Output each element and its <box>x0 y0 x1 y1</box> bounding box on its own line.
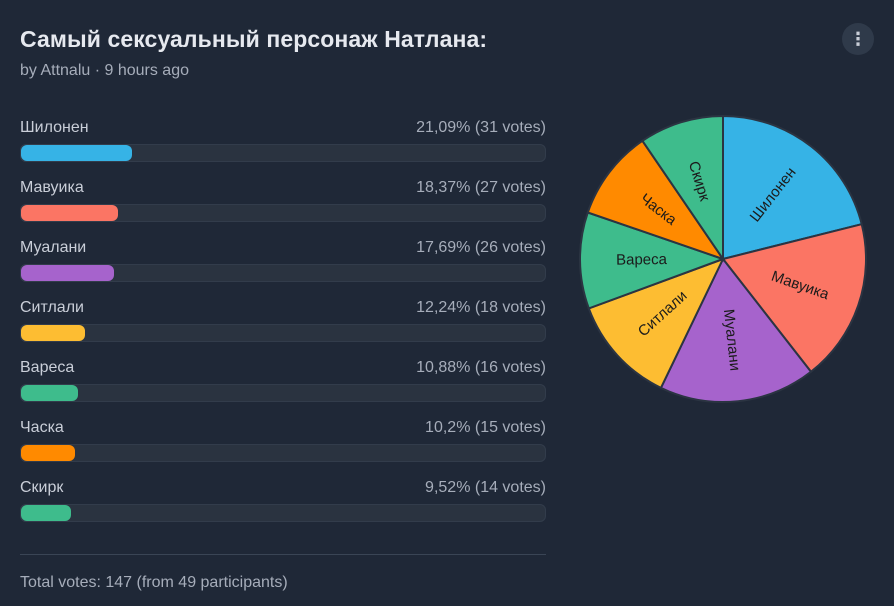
option-label: Ситлали <box>20 299 84 316</box>
total-votes: Total votes: 147 (from 49 participants) <box>20 574 288 591</box>
pie-slice-label: Вареса <box>616 251 668 269</box>
option-label: Часка <box>20 419 64 436</box>
kebab-menu-icon: ⋮ <box>849 29 867 49</box>
poll-option: Часка 10,2% (15 votes) <box>20 416 546 476</box>
pie-slice <box>721 222 867 374</box>
option-label: Муалани <box>20 239 87 256</box>
result-bar-fill <box>21 445 75 461</box>
results-pie-chart: ШилоненМавуикаМуаланиСитлалиВаресаЧаскаС… <box>579 114 867 403</box>
poll-option: Мавуика 18,37% (27 votes) <box>20 176 546 236</box>
result-bar-track <box>20 504 546 522</box>
option-header: Шилонен 21,09% (31 votes) <box>20 116 546 140</box>
more-options-button[interactable]: ⋮ <box>842 23 874 55</box>
result-bar-track <box>20 144 546 162</box>
result-bar-fill <box>21 385 79 401</box>
result-bar-track <box>20 204 546 222</box>
pie-slice <box>586 139 726 261</box>
poll-option: Шилонен 21,09% (31 votes) <box>20 116 546 176</box>
option-label: Мавуика <box>20 179 84 196</box>
option-result: 17,69% (26 votes) <box>416 239 546 256</box>
option-result: 10,88% (16 votes) <box>416 359 546 376</box>
option-label: Шилонен <box>20 119 89 136</box>
poll-meta: by Attnalu · 9 hours ago <box>20 62 189 79</box>
poll-option: Скирк 9,52% (14 votes) <box>20 476 546 536</box>
pie-slice-label: Муалани <box>720 308 744 372</box>
poll-option: Муалани 17,69% (26 votes) <box>20 236 546 296</box>
option-label: Вареса <box>20 359 75 376</box>
option-header: Часка 10,2% (15 votes) <box>20 416 546 440</box>
result-bar-track <box>20 444 546 462</box>
result-bar-fill <box>21 205 118 221</box>
divider <box>20 554 546 555</box>
poll-options: Шилонен 21,09% (31 votes) Мавуика 18,37% (2… <box>20 116 546 536</box>
option-result: 9,52% (14 votes) <box>425 479 546 496</box>
poll-title: Самый сексуальный персонаж Натлана: <box>20 26 488 52</box>
option-header: Ситлали 12,24% (18 votes) <box>20 296 546 320</box>
pie-slice <box>641 114 724 263</box>
poll-option: Вареса 10,88% (16 votes) <box>20 356 546 416</box>
result-bar-track <box>20 324 546 342</box>
option-header: Вареса 10,88% (16 votes) <box>20 356 546 380</box>
result-bar-fill <box>21 325 86 341</box>
result-bar-track <box>20 264 546 282</box>
pie-slice <box>587 257 725 390</box>
option-header: Муалани 17,69% (26 votes) <box>20 236 546 260</box>
option-header: Скирк 9,52% (14 votes) <box>20 476 546 500</box>
result-bar-fill <box>21 505 72 521</box>
result-bar-track <box>20 384 546 402</box>
option-result: 21,09% (31 votes) <box>416 119 546 136</box>
option-result: 12,24% (18 votes) <box>416 299 546 316</box>
pie-slice <box>659 257 813 403</box>
pie-slice <box>722 114 863 261</box>
option-result: 10,2% (15 votes) <box>425 419 546 436</box>
option-result: 18,37% (27 votes) <box>416 179 546 196</box>
poll-option: Ситлали 12,24% (18 votes) <box>20 296 546 356</box>
result-bar-fill <box>21 265 115 281</box>
pie-slice <box>579 211 726 310</box>
option-header: Мавуика 18,37% (27 votes) <box>20 176 546 200</box>
result-bar-fill <box>21 145 132 161</box>
option-label: Скирк <box>20 479 64 496</box>
